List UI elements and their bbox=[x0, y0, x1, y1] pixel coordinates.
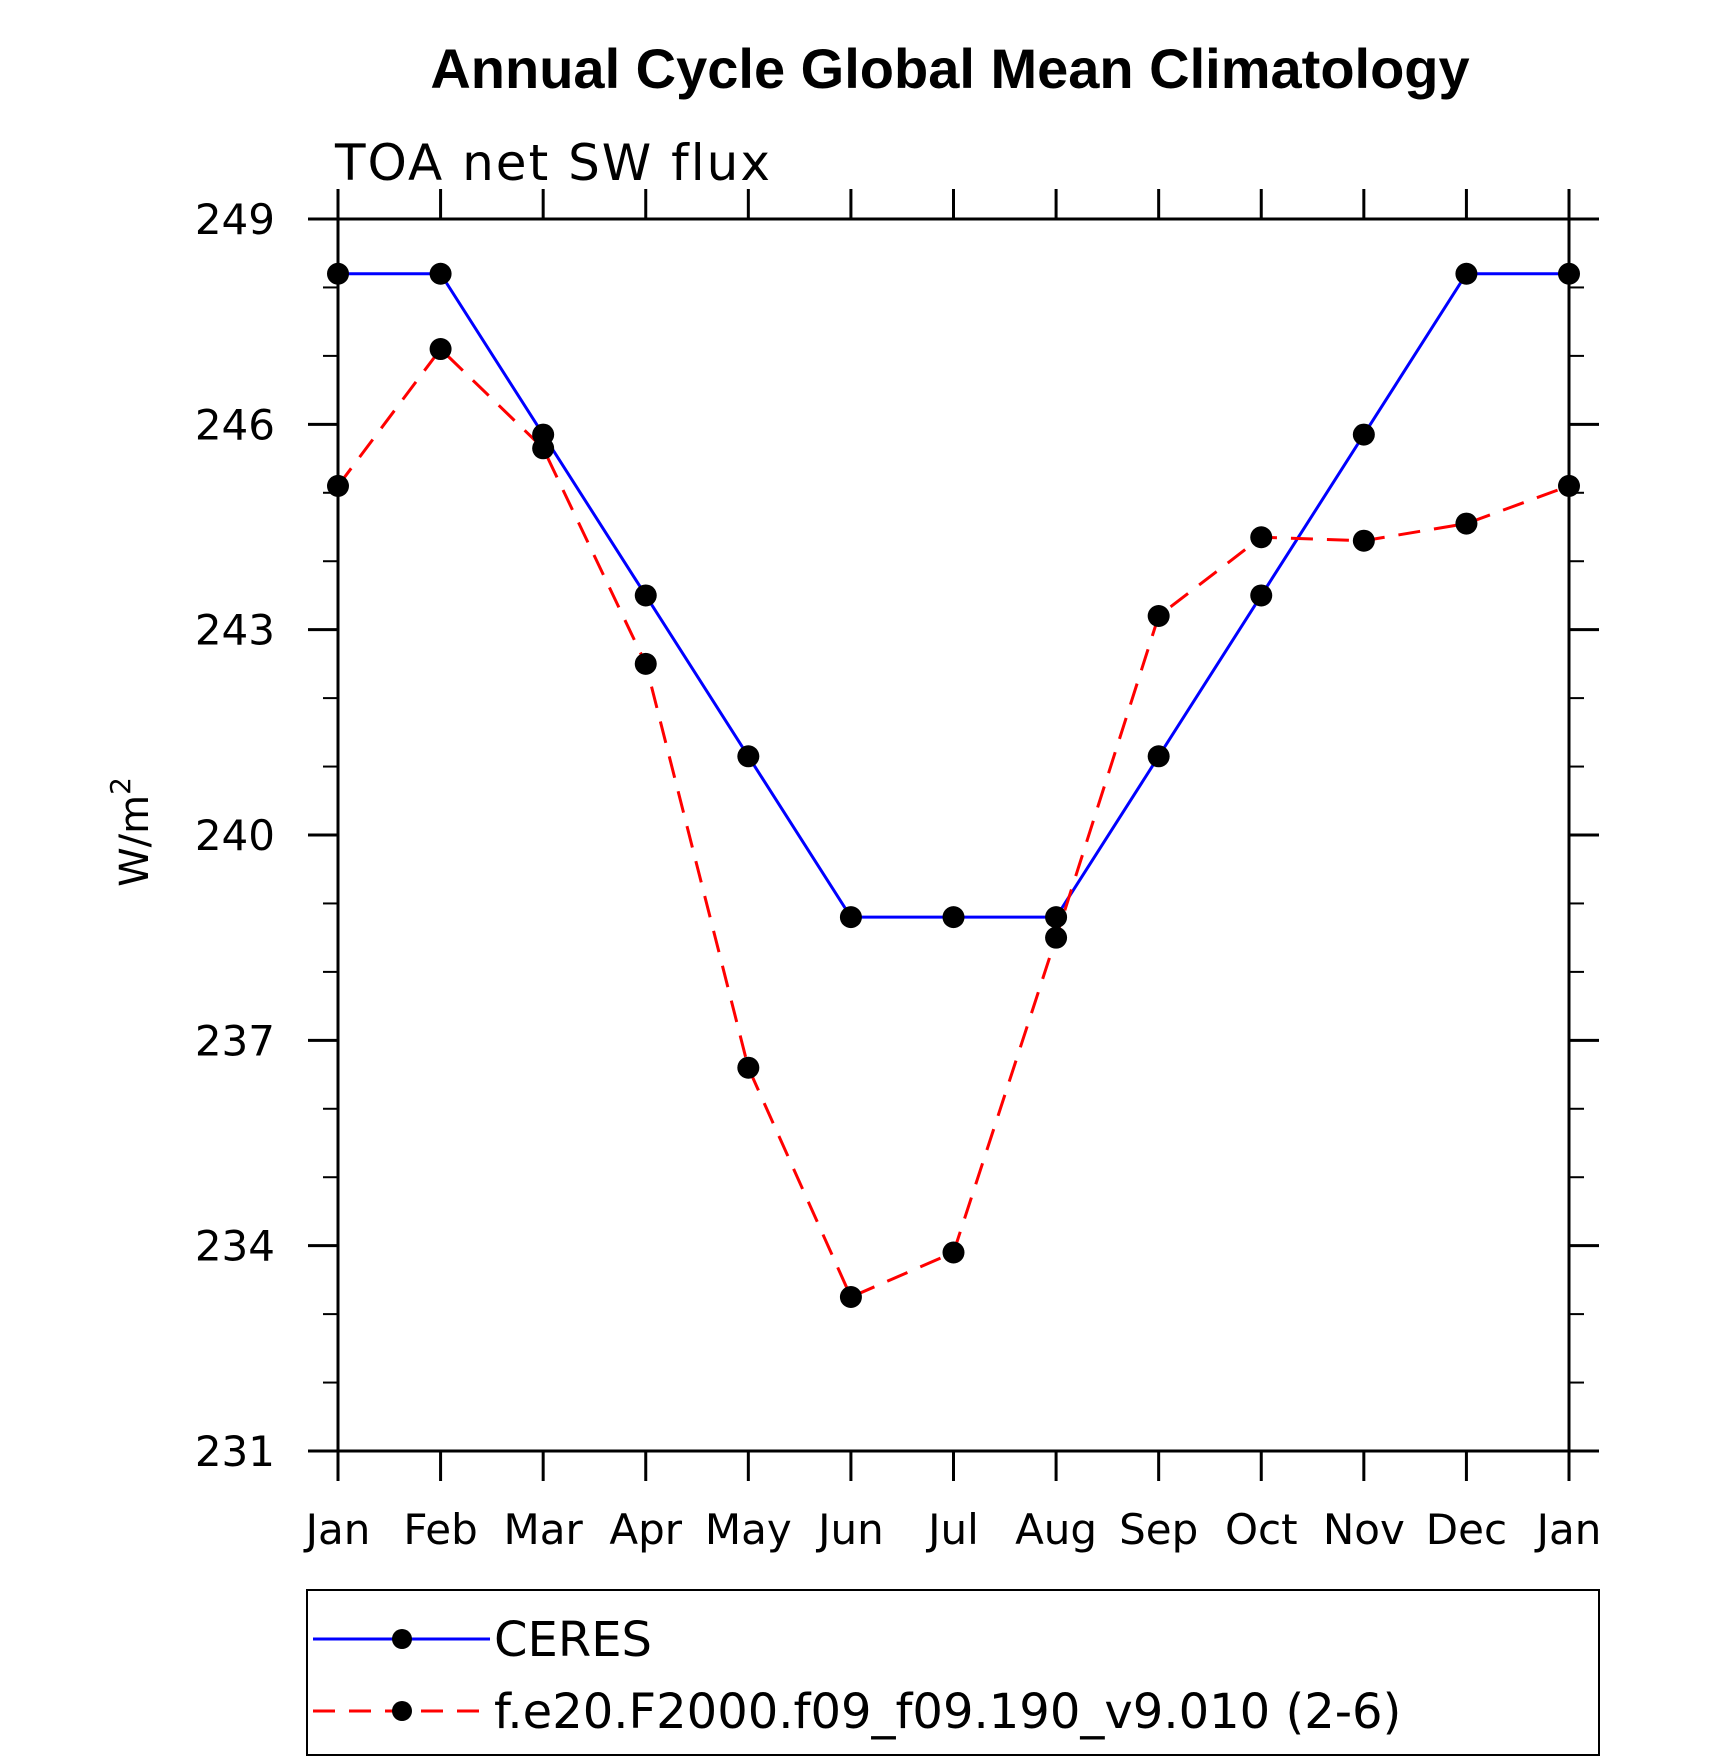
legend-marker-model bbox=[392, 1701, 412, 1721]
data-point-series-1 bbox=[1045, 926, 1068, 949]
data-point-series-1 bbox=[1352, 529, 1375, 552]
data-point-series-1 bbox=[532, 437, 555, 460]
x-tick-label: Mar bbox=[504, 1505, 584, 1554]
chart-title: Annual Cycle Global Mean Climatology bbox=[430, 37, 1469, 100]
x-tick-label: Jul bbox=[925, 1505, 979, 1554]
data-point-series-1 bbox=[1455, 512, 1478, 535]
x-tick-label: May bbox=[705, 1505, 792, 1554]
x-tick-label: Jun bbox=[815, 1505, 884, 1554]
data-point-series-0 bbox=[737, 745, 760, 768]
y-tick-label: 237 bbox=[195, 1016, 275, 1065]
y-tick-label: 240 bbox=[195, 811, 275, 860]
series-lines bbox=[336, 272, 1570, 1299]
series-points bbox=[327, 262, 1580, 1308]
x-tick-label: Oct bbox=[1225, 1505, 1298, 1554]
x-tick-label: Dec bbox=[1426, 1505, 1507, 1554]
data-point-series-0 bbox=[1352, 423, 1375, 446]
x-tick-label: Apr bbox=[609, 1505, 682, 1554]
legend-label-ceres: CERES bbox=[494, 1612, 652, 1668]
y-tick-label: 249 bbox=[195, 195, 275, 244]
y-tick-label: 246 bbox=[195, 400, 275, 449]
y-tick-labels: 231 234 237 240 243 246 249 bbox=[195, 195, 275, 1476]
y-axis-label: W/m2 bbox=[104, 777, 158, 887]
series-line-1 bbox=[336, 346, 1570, 1299]
x-tick-label: Feb bbox=[403, 1505, 477, 1554]
y-tick-label: 243 bbox=[195, 606, 275, 655]
axis-ticks bbox=[308, 189, 1599, 1481]
data-point-series-0 bbox=[429, 262, 452, 285]
data-point-series-1 bbox=[839, 1286, 862, 1308]
legend: CERES f.e20.F2000.f09_f09.190_v9.010 (2-… bbox=[306, 1589, 1600, 1756]
data-point-series-0 bbox=[942, 906, 965, 929]
data-point-series-0 bbox=[327, 262, 349, 285]
x-tick-label: Aug bbox=[1015, 1505, 1097, 1554]
data-point-series-0 bbox=[1455, 262, 1478, 285]
data-point-series-1 bbox=[327, 474, 349, 497]
x-tick-label: Jan bbox=[1534, 1505, 1602, 1554]
x-tick-label: Nov bbox=[1323, 1505, 1405, 1554]
x-tick-label: Sep bbox=[1119, 1505, 1198, 1554]
y-tick-label: 234 bbox=[195, 1222, 275, 1271]
data-point-series-0 bbox=[1250, 584, 1273, 607]
x-tick-label: Jan bbox=[303, 1505, 371, 1554]
data-point-series-1 bbox=[737, 1056, 760, 1079]
data-point-series-1 bbox=[1558, 474, 1580, 497]
data-point-series-1 bbox=[942, 1241, 965, 1264]
legend-box bbox=[306, 1589, 1600, 1756]
data-point-series-1 bbox=[429, 338, 452, 361]
legend-label-model: f.e20.F2000.f09_f09.190_v9.010 (2-6) bbox=[494, 1684, 1401, 1740]
svg-text:W/m2: W/m2 bbox=[104, 777, 158, 887]
series-line-0 bbox=[338, 272, 1569, 919]
data-point-series-1 bbox=[1250, 526, 1273, 549]
y-axis-label-superscript: 2 bbox=[104, 777, 137, 795]
legend-marker-ceres bbox=[392, 1629, 412, 1649]
data-point-series-0 bbox=[839, 906, 862, 929]
y-axis-label-text: W/m bbox=[112, 795, 158, 887]
data-point-series-1 bbox=[634, 652, 657, 675]
data-point-series-0 bbox=[1045, 906, 1068, 929]
data-point-series-0 bbox=[1558, 262, 1580, 285]
y-tick-label: 231 bbox=[195, 1427, 275, 1476]
data-point-series-0 bbox=[1147, 745, 1170, 768]
data-point-series-1 bbox=[1147, 604, 1170, 627]
data-point-series-0 bbox=[634, 584, 657, 607]
chart-subtitle: TOA net SW flux bbox=[334, 134, 772, 192]
x-tick-labels: Jan Feb Mar Apr May Jun Jul Aug Sep Oct Nov Dec Jan bbox=[303, 1505, 1602, 1554]
